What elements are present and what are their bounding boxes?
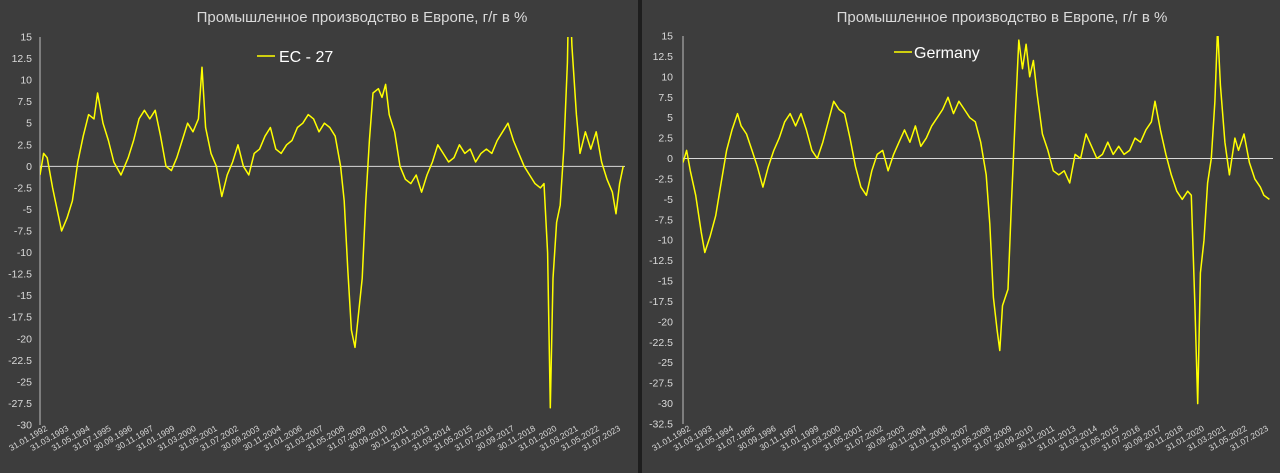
y-tick-label: 10	[20, 75, 32, 87]
y-axis-ticks: 15 12.5 10 7.5 5 2.5 0 -2.5 -5 -7.5 -10 -12.5 -15 -17…	[649, 31, 673, 431]
legend-label: ЕС - 27	[279, 49, 333, 66]
y-tick-label: -32.5	[649, 419, 673, 431]
chart-panel-eu27: Промышленное производство в Европе, г/г …	[0, 0, 638, 473]
series-line-0	[40, 37, 624, 409]
y-tick-label: -2.5	[14, 182, 32, 194]
y-tick-label: -20	[658, 316, 673, 328]
y-tick-label: 5	[667, 112, 673, 124]
y-tick-label: -30	[17, 420, 32, 432]
y-tick-label: -17.5	[8, 312, 32, 324]
y-tick-label: 0	[26, 161, 32, 173]
y-tick-label: 12.5	[653, 51, 674, 63]
y-tick-label: 12.5	[12, 53, 33, 65]
y-tick-label: 2.5	[658, 133, 673, 145]
y-tick-label: -27.5	[8, 398, 32, 410]
y-tick-label: 15	[661, 31, 673, 43]
y-tick-label: -27.5	[649, 378, 673, 390]
y-tick-label: -10	[658, 235, 673, 247]
x-axis-ticks: 31.01.199231.03.199331.05.199431.07.1995…	[650, 423, 1270, 453]
chart-eu27: Промышленное производство в Европе, г/г …	[7, 9, 625, 453]
y-tick-label: -20	[17, 333, 32, 345]
y-tick-label: 0	[667, 153, 673, 165]
y-tick-label: -5	[23, 204, 32, 216]
chart-panel-germany: Промышленное производство в Европе, г/г …	[642, 0, 1280, 473]
y-tick-label: -25	[17, 376, 32, 388]
y-tick-label: -2.5	[655, 173, 673, 185]
y-tick-label: -5	[664, 194, 673, 206]
y-tick-label: -15	[17, 290, 32, 302]
y-tick-label: 5	[26, 118, 32, 130]
legend: ЕС - 27	[257, 49, 333, 66]
y-axis-ticks: 15 12.5 10 7.5 5 2.5 0 -2.5 -5 -7.5 -10 -12.5 -15 -17…	[8, 32, 32, 432]
y-tick-label: -12.5	[8, 269, 32, 281]
x-axis-ticks: 31.01.199231.03.199331.05.199431.07.1995…	[7, 423, 622, 453]
plot-area	[682, 36, 1273, 424]
y-tick-label: 7.5	[17, 96, 32, 108]
panel-divider	[638, 0, 642, 473]
y-tick-label: 2.5	[17, 139, 32, 151]
y-tick-label: -10	[17, 247, 32, 259]
series-line-0	[683, 36, 1270, 405]
y-tick-label: -22.5	[649, 337, 673, 349]
y-tick-label: -17.5	[649, 296, 673, 308]
chart-germany: Промышленное производство в Европе, г/г …	[649, 9, 1273, 453]
y-tick-label: -22.5	[8, 355, 32, 367]
legend-label: Germany	[914, 45, 980, 62]
y-tick-label: 7.5	[658, 92, 673, 104]
y-tick-label: -12.5	[649, 255, 673, 267]
plot-area	[39, 37, 625, 425]
y-tick-label: -15	[658, 276, 673, 288]
y-tick-label: -7.5	[655, 214, 673, 226]
y-tick-label: 10	[661, 71, 673, 83]
chart-title: Промышленное производство в Европе, г/г …	[197, 9, 528, 26]
y-tick-label: -7.5	[14, 226, 32, 238]
legend: Germany	[894, 45, 980, 62]
y-tick-label: -30	[658, 398, 673, 410]
y-tick-label: -25	[658, 357, 673, 369]
chart-title: Промышленное производство в Европе, г/г …	[837, 9, 1168, 26]
y-tick-label: 15	[20, 32, 32, 44]
